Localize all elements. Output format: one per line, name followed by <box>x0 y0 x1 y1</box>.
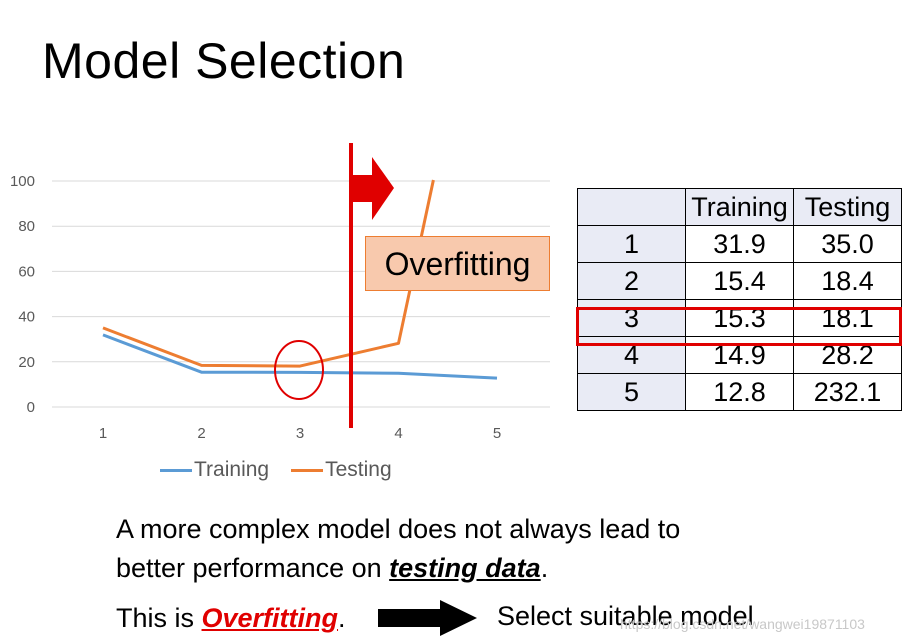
table-row: 4 14.9 28.2 <box>577 336 902 374</box>
y-tick-label: 60 <box>18 263 35 280</box>
statement-line-2: better performance on testing data. <box>116 553 548 584</box>
legend-swatch-testing <box>291 468 324 472</box>
overfitting-emphasis: Overfitting <box>201 603 339 633</box>
table-cell: 5 <box>577 373 686 411</box>
table-cell: 1 <box>577 225 686 263</box>
table-cell: 3 <box>577 299 686 337</box>
y-tick-labels: 0 20 40 60 80 100 <box>10 173 35 416</box>
table-cell: 15.3 <box>685 299 794 337</box>
chart-legend: Training Testing <box>160 458 414 482</box>
statement-line-3-prefix: This is <box>116 603 202 633</box>
statement-line-3: This is Overfitting. <box>116 603 346 634</box>
table-header-cell: Testing <box>793 188 902 226</box>
watermark-text: https://blog.csdn.net/wangwei19871103 <box>620 616 865 632</box>
x-tick-label: 4 <box>394 425 402 442</box>
slide-title: Model Selection <box>42 33 406 89</box>
table-cell: 12.8 <box>685 373 794 411</box>
legend-label-testing: Testing <box>325 458 392 481</box>
table-row: 5 12.8 232.1 <box>577 373 902 411</box>
table-header-cell: Training <box>685 188 794 226</box>
table-cell: 232.1 <box>793 373 902 411</box>
table-row: 2 15.4 18.4 <box>577 262 902 300</box>
statement-line-1: A more complex model does not always lea… <box>116 514 681 544</box>
x-tick-label: 5 <box>493 425 501 442</box>
y-tick-label: 20 <box>18 354 35 371</box>
y-tick-label: 40 <box>18 309 35 326</box>
conclusion-text: Select suitable model <box>497 601 754 631</box>
legend-item-training: Training <box>160 458 269 482</box>
legend-item-testing: Testing <box>291 458 392 482</box>
y-tick-label: 80 <box>18 218 35 235</box>
x-tick-label: 1 <box>99 425 107 442</box>
right-arrow-icon <box>351 157 394 220</box>
table-row: 1 31.9 35.0 <box>577 225 902 263</box>
table-header-row: Training Testing <box>577 188 902 226</box>
table-cell: 35.0 <box>793 225 902 263</box>
overfitting-callout: Overfitting <box>365 236 550 291</box>
y-tick-label: 0 <box>27 399 35 416</box>
table-cell: 18.4 <box>793 262 902 300</box>
table-header-cell <box>577 188 686 226</box>
statement-line-3-suffix: . <box>338 603 346 633</box>
legend-label-training: Training <box>194 458 270 481</box>
table-cell: 31.9 <box>685 225 794 263</box>
series-line-training <box>102 333 498 380</box>
table-cell: 4 <box>577 336 686 374</box>
y-tick-label: 100 <box>10 173 35 190</box>
chart-gridlines <box>52 180 550 408</box>
selected-row-highlight <box>576 307 902 346</box>
x-tick-label: 2 <box>197 425 205 442</box>
optimal-model-circle <box>274 340 324 400</box>
table-cell: 2 <box>577 262 686 300</box>
error-table: Training Testing 1 31.9 35.0 2 15.4 18.4… <box>577 188 902 411</box>
testing-data-emphasis: testing data <box>389 553 541 583</box>
arrow-right-icon <box>378 600 477 636</box>
x-tick-labels: 1 2 3 4 5 <box>99 425 501 442</box>
legend-swatch-training <box>160 468 192 472</box>
x-tick-label: 3 <box>296 425 304 442</box>
statement-line-2-suffix: . <box>540 553 549 583</box>
table-cell: 15.4 <box>685 262 794 300</box>
statement-line-2-prefix: better performance on <box>116 553 390 583</box>
